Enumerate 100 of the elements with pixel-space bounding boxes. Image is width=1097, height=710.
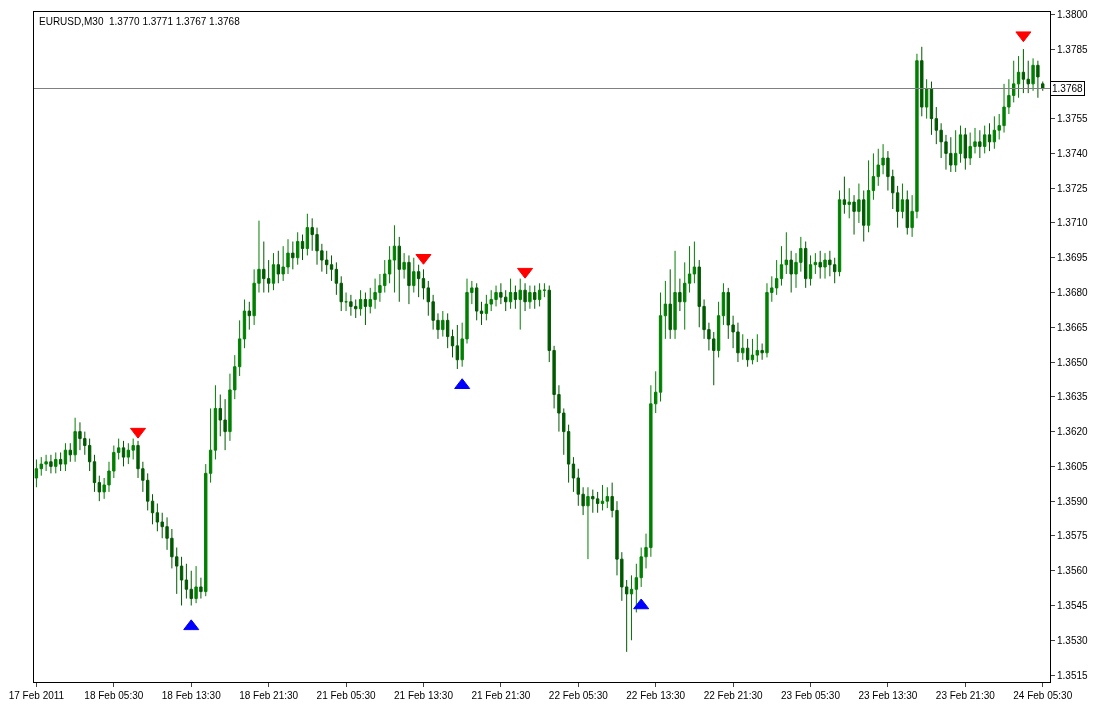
y-tick-label: 1.3755 xyxy=(1057,113,1089,125)
point xyxy=(183,619,200,631)
candlestick xyxy=(1031,57,1035,92)
candlestick xyxy=(416,264,421,298)
x-tick-label: 18 Feb 13:30 xyxy=(161,690,222,701)
candlestick xyxy=(247,301,251,331)
candlestick xyxy=(803,241,808,289)
candlestick xyxy=(358,289,363,317)
y-tick-label: 1.3635 xyxy=(1057,391,1089,403)
candlestick xyxy=(605,486,609,509)
y-tick-label: 1.3575 xyxy=(1057,530,1089,542)
x-tick-label: 22 Feb 13:30 xyxy=(626,690,686,701)
x-tick-label: 17 Feb 2011 xyxy=(8,690,65,701)
candlestick xyxy=(271,252,276,291)
candlestick xyxy=(871,152,876,201)
candlestick xyxy=(1016,55,1021,99)
candlestick xyxy=(276,250,281,284)
candlestick xyxy=(852,194,856,236)
y-tick-label: 1.3620 xyxy=(1057,426,1089,438)
chart-title: EURUSD,M30 1.3770 1.3771 1.3767 1.3768 xyxy=(39,16,241,27)
candlestick xyxy=(595,491,600,514)
x-tick-label: 21 Feb 05:30 xyxy=(316,690,376,701)
candlestick xyxy=(518,278,522,331)
x-tick-label: 24 Feb 05:30 xyxy=(1013,690,1073,701)
candlestick xyxy=(837,190,842,277)
candlestick xyxy=(629,574,634,641)
candlestick xyxy=(673,250,677,340)
candlestick xyxy=(920,46,924,117)
y-tick-label: 1.3710 xyxy=(1057,217,1089,229)
candlestick xyxy=(194,565,198,604)
candlestick xyxy=(513,285,518,310)
y-tick-label: 1.3590 xyxy=(1057,495,1089,507)
candlestick xyxy=(54,451,58,474)
candlestick xyxy=(73,417,77,463)
candlestick xyxy=(905,190,909,236)
candlestick xyxy=(295,231,300,266)
x-tick-label: 21 Feb 21:30 xyxy=(471,690,531,701)
candlestick xyxy=(329,254,334,282)
candlestick xyxy=(242,298,247,349)
candlestick xyxy=(508,278,513,310)
candlestick xyxy=(537,282,542,307)
candlestick xyxy=(213,384,218,460)
x-tick-label: 23 Feb 05:30 xyxy=(781,690,841,701)
candlestick xyxy=(847,187,851,219)
candlestick xyxy=(528,285,532,310)
candlestick xyxy=(305,213,310,256)
candlestick xyxy=(857,183,861,224)
candlestick xyxy=(862,190,866,243)
ref-line-label: 1.3768 xyxy=(1052,83,1084,94)
candlestick xyxy=(953,129,958,173)
candlestick xyxy=(126,442,131,465)
x-tick-label: 18 Feb 05:30 xyxy=(84,690,144,701)
candlestick xyxy=(745,338,750,368)
candlestick xyxy=(789,250,793,294)
candlestick xyxy=(397,236,401,303)
candlestick xyxy=(978,129,982,159)
x-tick-label: 22 Feb 21:30 xyxy=(703,690,764,701)
candlestick xyxy=(262,241,266,294)
y-tick-label: 1.3650 xyxy=(1057,356,1089,368)
candlestick xyxy=(586,486,590,560)
y-tick-label: 1.3785 xyxy=(1057,43,1089,55)
y-tick-label: 1.3740 xyxy=(1057,147,1089,159)
candlestick xyxy=(987,122,992,152)
candlestick xyxy=(750,338,755,365)
candlestick xyxy=(924,78,929,120)
candlestick xyxy=(199,577,203,600)
candlestick xyxy=(721,282,726,326)
candlestick xyxy=(1021,48,1026,94)
y-tick-label: 1.3515 xyxy=(1057,669,1089,681)
candlestick xyxy=(450,329,455,358)
candlestick xyxy=(900,183,905,219)
candlestick xyxy=(760,343,764,361)
y-tick-label: 1.3680 xyxy=(1057,287,1089,299)
candlestick xyxy=(813,252,818,275)
candlestick xyxy=(866,159,871,233)
y-tick-label: 1.3560 xyxy=(1057,565,1089,577)
candlestick xyxy=(755,333,759,363)
candlestick xyxy=(445,312,450,349)
candlestick xyxy=(392,224,397,294)
x-tick-label: 23 Feb 21:30 xyxy=(935,690,996,701)
candlestick xyxy=(818,250,822,280)
candlestick xyxy=(300,234,305,261)
candlestick xyxy=(1036,60,1040,99)
point xyxy=(1015,31,1032,43)
y-tick-label: 1.3530 xyxy=(1057,634,1089,646)
x-tick-label: 21 Feb 13:30 xyxy=(394,690,454,701)
candlestick xyxy=(591,489,595,514)
candlestick xyxy=(121,440,126,467)
y-tick-label: 1.3800 xyxy=(1057,8,1089,20)
candlestick xyxy=(842,176,847,215)
candlestick xyxy=(963,127,968,171)
candlestick xyxy=(484,294,489,321)
x-tick-label: 18 Feb 21:30 xyxy=(239,690,299,701)
candlestick xyxy=(363,292,368,326)
x-tick-label: 22 Feb 05:30 xyxy=(548,690,609,701)
candlestick xyxy=(663,280,668,340)
y-tick-label: 1.3665 xyxy=(1057,321,1089,333)
candlestick xyxy=(983,125,987,154)
candlestick xyxy=(34,458,39,488)
candlestick xyxy=(412,257,416,294)
